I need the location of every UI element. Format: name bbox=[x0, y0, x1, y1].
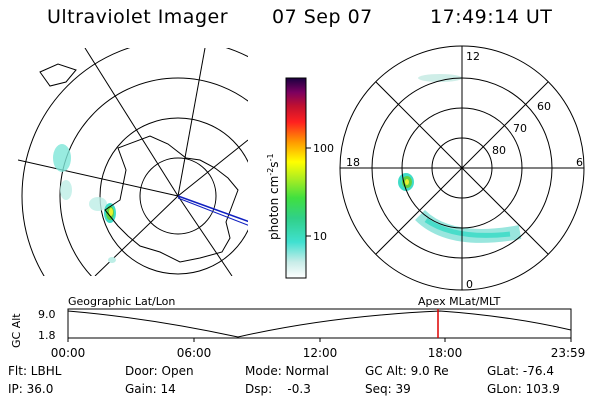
header-date: 07 Sep 07 bbox=[272, 6, 373, 28]
mlt-label-18: 18 bbox=[346, 156, 360, 169]
orbit-timeline: Geographic Lat/Lon Apex MLat/MLT GC Alt … bbox=[10, 295, 585, 360]
time-tick-2359: 23:59 bbox=[551, 346, 586, 360]
timeline-left-label: Geographic Lat/Lon bbox=[68, 295, 175, 308]
satellite-track-2 bbox=[177, 197, 248, 226]
colorbar-tick-100: 100 bbox=[313, 142, 334, 155]
colorbar-tick-10: 10 bbox=[313, 230, 327, 243]
longitude-lines bbox=[18, 48, 248, 276]
info-glat: GLat: -76.4 bbox=[487, 364, 554, 378]
info-gc-alt: GC Alt: 9.0 Re bbox=[365, 364, 449, 378]
satellite-track bbox=[177, 195, 248, 223]
mlat-label-60: 60 bbox=[537, 100, 551, 113]
mlat-label-70: 70 bbox=[513, 122, 527, 135]
altitude-curve bbox=[67, 310, 572, 338]
polar-mlt-plot: 12 18 6 0 60 70 80 bbox=[339, 45, 585, 291]
timeline-y-max: 9.0 bbox=[38, 308, 56, 321]
timeline-ticks bbox=[67, 338, 572, 342]
polar-grid-lines bbox=[340, 46, 584, 290]
info-glon: GLon: 103.9 bbox=[487, 382, 560, 396]
timeline-right-label: Apex MLat/MLT bbox=[418, 295, 501, 308]
info-door: Door: Open bbox=[125, 364, 194, 378]
timeline-frame bbox=[67, 308, 572, 339]
geographic-map bbox=[18, 48, 248, 276]
info-filter: Flt: LBHL bbox=[8, 364, 62, 378]
mlt-label-12: 12 bbox=[466, 50, 480, 63]
time-tick-0600: 06:00 bbox=[177, 346, 212, 360]
info-gain: Gain: 14 bbox=[125, 382, 176, 396]
info-mode: Mode: Normal bbox=[245, 364, 329, 378]
time-tick-1200: 12:00 bbox=[303, 346, 338, 360]
mlat-label-80: 80 bbox=[492, 144, 506, 157]
header-time: 17:49:14 UT bbox=[430, 6, 553, 28]
aurora-emission bbox=[53, 144, 116, 263]
time-tick-1800: 18:00 bbox=[428, 346, 463, 360]
landmass-outline bbox=[39, 63, 77, 87]
antarctica-coastline bbox=[104, 135, 239, 263]
timeline-y-min: 1.8 bbox=[38, 329, 56, 342]
mlt-label-6: 6 bbox=[576, 156, 583, 169]
app-title: Ultraviolet Imager bbox=[47, 6, 229, 28]
info-ip: IP: 36.0 bbox=[8, 382, 54, 396]
timeline-axis-title: GC Alt bbox=[10, 313, 23, 348]
time-tick-0000: 00:00 bbox=[51, 346, 86, 360]
latitude-circles bbox=[21, 48, 248, 276]
info-dsp: Dsp: -0.3 bbox=[245, 382, 311, 396]
mlt-label-0: 0 bbox=[466, 278, 473, 291]
color-scale-bar bbox=[285, 77, 307, 279]
colorbar-label: photon cm-2s-1 bbox=[266, 153, 281, 240]
info-seq: Seq: 39 bbox=[365, 382, 411, 396]
